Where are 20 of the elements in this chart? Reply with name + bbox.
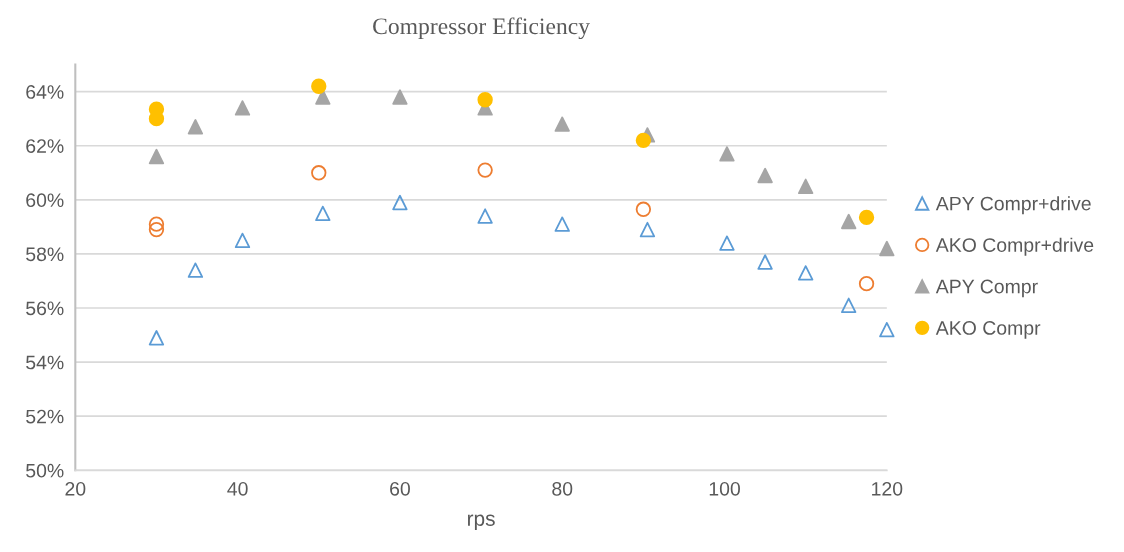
y-tick-label: 62%: [26, 139, 64, 153]
x-tick-label: 40: [227, 481, 248, 496]
x-tick-label: 100: [709, 481, 740, 496]
y-tick-label: 52%: [26, 409, 64, 424]
x-tick-label: 80: [552, 481, 573, 496]
legend-label: AKO Compr+drive: [935, 237, 1094, 256]
legend-label: AKO Compr: [935, 321, 1041, 339]
legend-label: APY Compr: [935, 279, 1038, 298]
y-tick-label: 50%: [26, 463, 64, 478]
y-tick-label: 56%: [26, 301, 64, 316]
x-tick-label: 20: [65, 481, 86, 496]
x-tick-label: 120: [872, 481, 903, 496]
y-tick-label: 64%: [26, 85, 64, 99]
legend-label: APY Compr+drive: [935, 196, 1091, 215]
x-axis-title: rps: [467, 514, 495, 531]
x-tick-label: 60: [390, 481, 410, 496]
y-tick-label: 58%: [26, 247, 64, 262]
y-tick-label: 54%: [26, 355, 64, 370]
y-tick-label: 60%: [26, 193, 64, 208]
chart-title: Compressor Efficiency: [373, 17, 590, 40]
